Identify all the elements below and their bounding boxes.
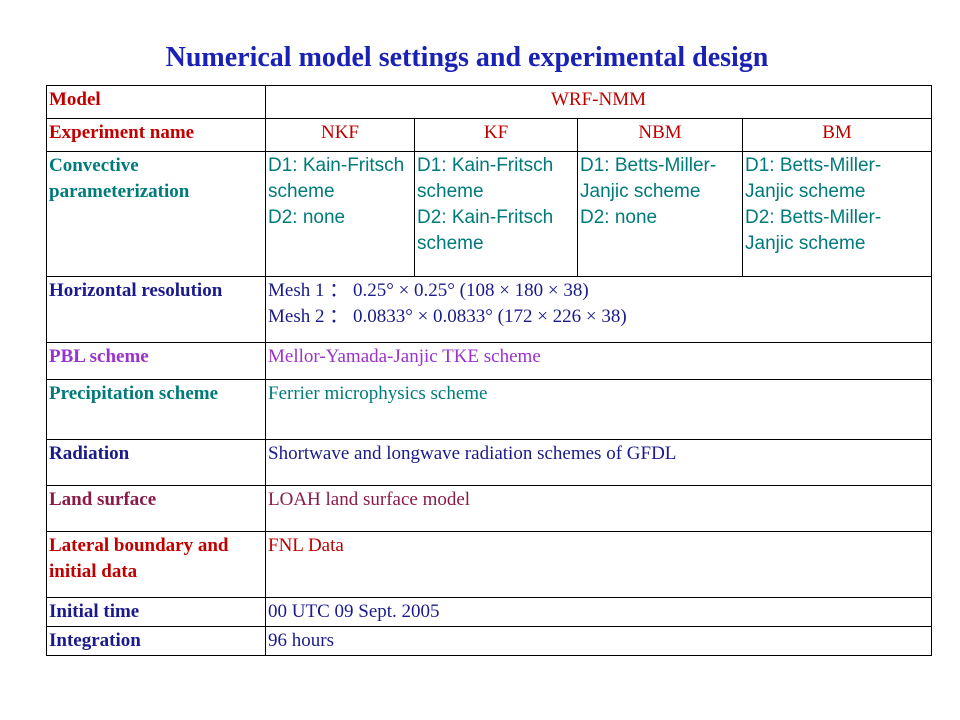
experiment-nkf: NKF	[265, 118, 415, 152]
convective-bm: D1: Betts-Miller-Janjic scheme D2: Betts…	[741, 151, 933, 277]
label-lateral: Lateral boundary and initial data	[46, 531, 266, 598]
value-pbl: Mellor-Yamada-Janjic TKE scheme	[264, 342, 933, 380]
value-radiation: Shortwave and longwave radiation schemes…	[264, 439, 933, 486]
label-integration: Integration	[46, 626, 266, 656]
convective-nbm-d2: D2: none	[580, 207, 658, 228]
settings-table: Model WRF-NMM Experiment name NKF KF NBM…	[46, 85, 933, 656]
experiment-kf: KF	[414, 118, 578, 152]
convective-bm-d1: D1: Betts-Miller-Janjic scheme	[745, 155, 882, 202]
page-title: Numerical model settings and experimenta…	[165, 42, 769, 73]
value-horizontal: Mesh 1 ： 0.25° × 0.25° (108 × 180 × 38) …	[264, 276, 933, 343]
value-initial-time: 00 UTC 09 Sept. 2005	[264, 597, 933, 627]
table-row-model: Model WRF-NMM	[46, 85, 933, 119]
convective-nbm: D1: Betts-Miller-Janjic scheme D2: none	[577, 151, 743, 277]
label-precip: Precipitation scheme	[46, 379, 266, 440]
table-row-radiation: Radiation Shortwave and longwave radiati…	[46, 439, 933, 486]
table-row-precip: Precipitation scheme Ferrier microphysic…	[46, 379, 933, 440]
table-row-pbl: PBL scheme Mellor-Yamada-Janjic TKE sche…	[46, 342, 933, 380]
label-model: Model	[46, 85, 266, 119]
convective-nkf-d1: D1: Kain-Fritsch scheme	[268, 155, 405, 202]
label-experiment: Experiment name	[46, 118, 266, 152]
horizontal-mesh2: Mesh 2 ： 0.0833° × 0.0833° (172 × 226 × …	[268, 306, 627, 327]
value-lateral: FNL Data	[264, 531, 933, 598]
convective-bm-d2: D2: Betts-Miller-Janjic scheme	[745, 207, 882, 254]
table-row-convective: Convective parameterization D1: Kain-Fri…	[46, 151, 933, 277]
table-row-experiment: Experiment name NKF KF NBM BM	[46, 118, 933, 152]
convective-nkf-d2: D2: none	[268, 207, 346, 228]
label-initial-time: Initial time	[46, 597, 266, 627]
experiment-nbm: NBM	[577, 118, 743, 152]
convective-kf-d1: D1: Kain-Fritsch scheme	[417, 155, 554, 202]
experiment-bm: BM	[741, 118, 933, 152]
convective-kf: D1: Kain-Fritsch scheme D2: Kain-Fritsch…	[414, 151, 578, 277]
value-integration: 96 hours	[264, 626, 933, 656]
horizontal-mesh1: Mesh 1 ： 0.25° × 0.25° (108 × 180 × 38)	[268, 280, 589, 301]
convective-nkf: D1: Kain-Fritsch scheme D2: none	[265, 151, 415, 277]
label-land: Land surface	[46, 485, 266, 532]
label-radiation: Radiation	[46, 439, 266, 486]
label-convective: Convective parameterization	[46, 151, 266, 277]
table-row-lateral: Lateral boundary and initial data FNL Da…	[46, 531, 933, 598]
label-horizontal: Horizontal resolution	[46, 276, 266, 343]
value-land: LOAH land surface model	[264, 485, 933, 532]
table-row-land: Land surface LOAH land surface model	[46, 485, 933, 532]
value-model: WRF-NMM	[264, 85, 933, 119]
convective-nbm-d1: D1: Betts-Miller-Janjic scheme	[580, 155, 717, 202]
table-row-integration: Integration 96 hours	[46, 626, 933, 656]
label-pbl: PBL scheme	[46, 342, 266, 380]
value-precip: Ferrier microphysics scheme	[264, 379, 933, 440]
convective-kf-d2: D2: Kain-Fritsch scheme	[417, 207, 554, 254]
table-row-horizontal: Horizontal resolution Mesh 1 ： 0.25° × 0…	[46, 276, 933, 343]
table-row-initial-time: Initial time 00 UTC 09 Sept. 2005	[46, 597, 933, 627]
